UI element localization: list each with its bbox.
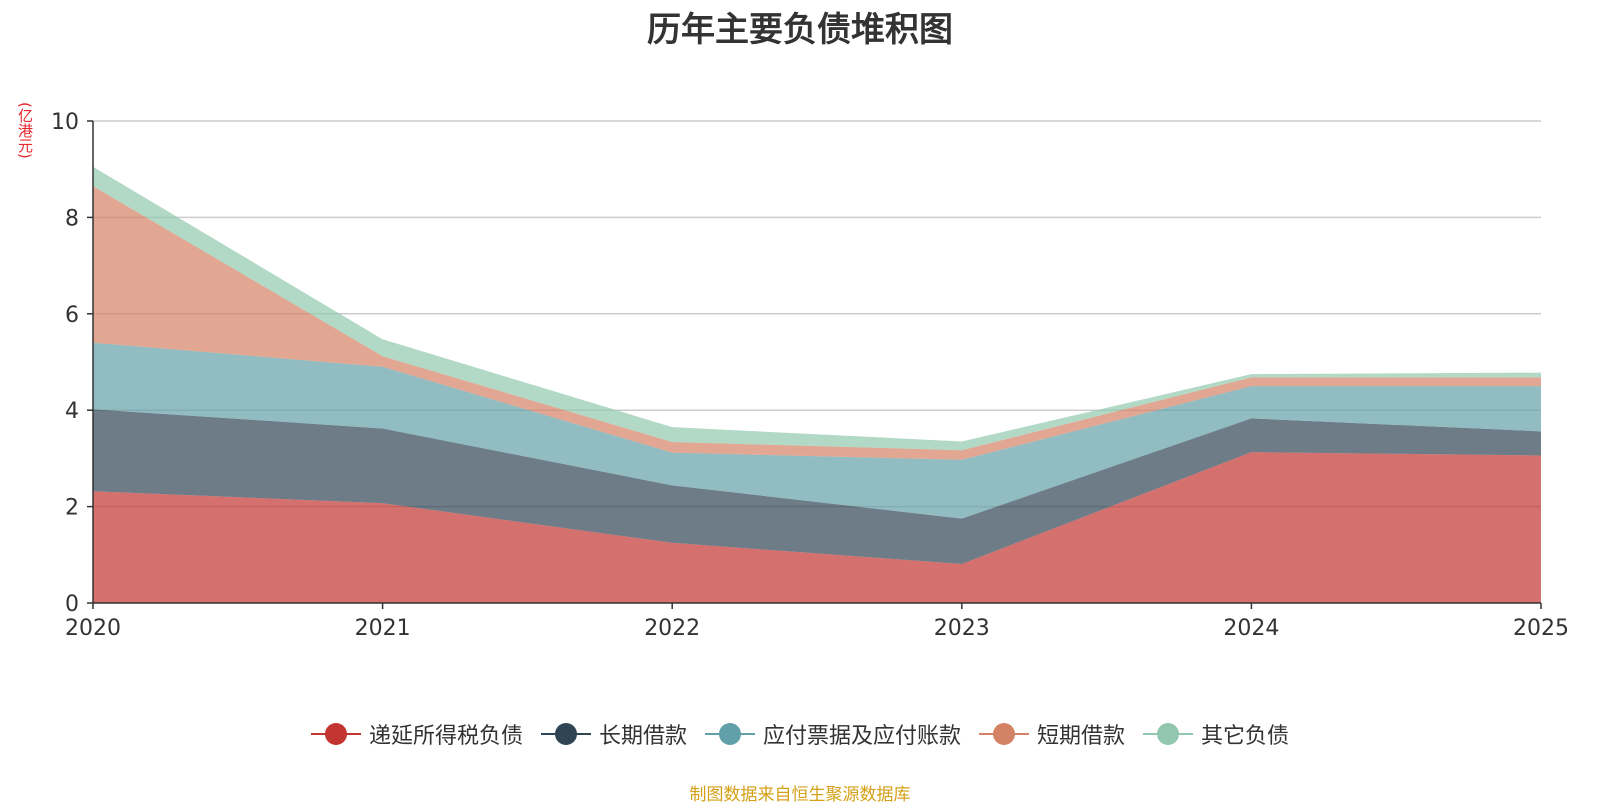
legend-label: 短期借款: [1037, 724, 1126, 749]
legend-item-0[interactable]: 递延所得税负债: [310, 718, 523, 750]
x-tick-label-5: 2025: [1513, 616, 1569, 641]
legend-marker-icon: [540, 722, 591, 746]
legend-label: 其它负债: [1201, 724, 1290, 749]
area-series-1: [93, 409, 1541, 564]
legend-label: 递延所得税负债: [368, 724, 523, 749]
legend-label: 长期借款: [598, 724, 687, 749]
legend-item-2[interactable]: 应付票据及应付账款: [704, 718, 961, 750]
unit-label: (亿港元): [16, 102, 34, 159]
x-tick-label-1: 2021: [355, 616, 411, 641]
area-series-2: [93, 342, 1541, 519]
y-tick-label-4: 8: [65, 206, 79, 231]
legend-item-3[interactable]: 短期借款: [979, 718, 1125, 750]
legend-marker-icon: [979, 722, 1029, 746]
y-tick-label-5: 10: [51, 110, 79, 135]
chart-title: 历年主要负债堆积图: [647, 10, 953, 50]
legend-marker-icon: [1143, 722, 1194, 746]
axes: 0 2 4 6 8 10 2020 2021 2022 2023 2024 2025: [51, 110, 1569, 641]
x-tick-label-3: 2023: [934, 616, 990, 641]
source-note: 制图数据来自恒生聚源数据库: [689, 785, 911, 805]
area-series-0: [93, 452, 1541, 603]
area-series: [93, 166, 1541, 603]
x-tick-label-4: 2024: [1223, 616, 1279, 641]
y-tick-label-0: 0: [65, 592, 79, 617]
legend-marker-icon: [704, 722, 755, 746]
legend-marker-icon: [310, 722, 361, 746]
legend-label: 应付票据及应付账款: [762, 724, 961, 749]
x-tick-label-2: 2022: [644, 616, 700, 641]
legend-item-1[interactable]: 长期借款: [540, 718, 687, 750]
y-tick-label-2: 4: [65, 399, 79, 424]
y-tick-label-1: 2: [65, 496, 79, 521]
legend: 递延所得税负债 长期借款 应付票据及应付账款 短期借款 其它负债: [0, 718, 1600, 750]
x-tick-label-0: 2020: [65, 616, 121, 641]
y-tick-label-3: 6: [65, 303, 79, 328]
legend-item-4[interactable]: 其它负债: [1143, 718, 1289, 750]
